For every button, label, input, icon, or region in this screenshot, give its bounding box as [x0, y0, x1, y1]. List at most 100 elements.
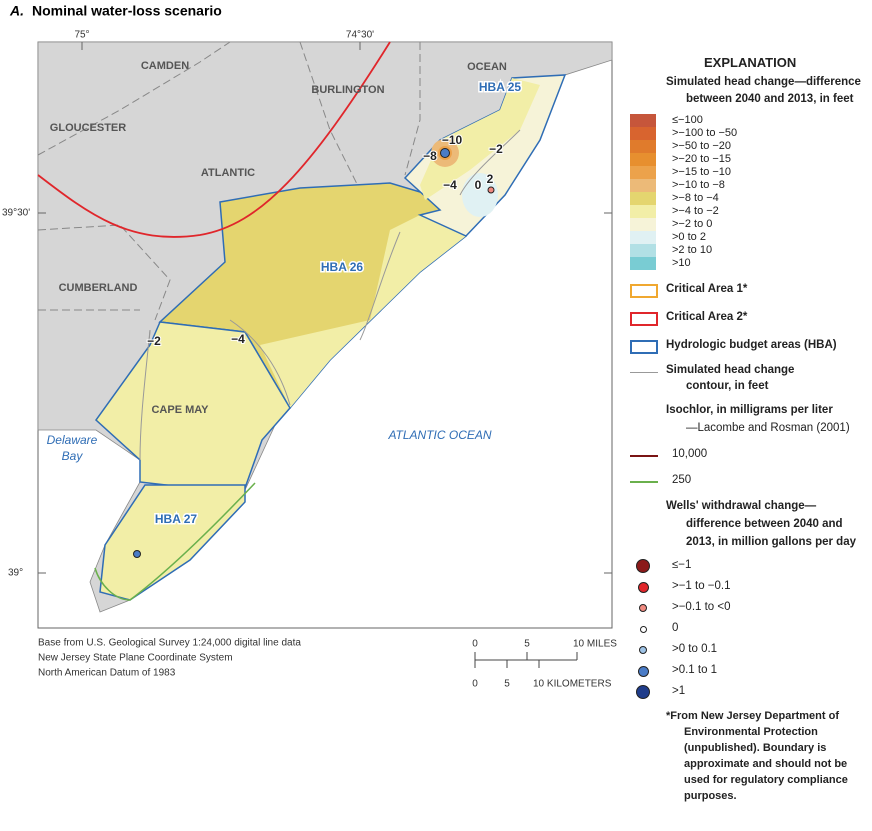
source-line: New Jersey State Plane Coordinate System — [38, 653, 233, 664]
well — [133, 550, 141, 558]
contours — [139, 129, 521, 461]
water-label: Bay — [62, 449, 84, 463]
hba-27 — [99, 484, 246, 601]
legend-heading: Simulated head change—difference — [666, 76, 861, 88]
panel-letter: A. — [9, 3, 24, 19]
hba-label: HBA 27 — [155, 512, 198, 526]
hba-label: HBA 26 — [321, 260, 364, 274]
swatch — [630, 127, 656, 140]
contour-line — [630, 372, 658, 373]
well-symbol — [637, 665, 649, 677]
rise-zone — [462, 173, 498, 217]
legend-label: Critical Area 1* — [666, 283, 748, 295]
hba-label: HBA 25 — [479, 80, 522, 94]
title: Nominal water-loss scenario — [32, 3, 222, 19]
contour-label: −4 — [443, 178, 457, 192]
swatch — [630, 114, 656, 127]
swatch — [630, 231, 656, 244]
legend-heading: Isochlor, in milligrams per liter — [666, 404, 833, 416]
footnote: (unpublished). Boundary is — [684, 742, 827, 754]
isochlor-line — [630, 481, 658, 483]
swatch — [630, 166, 656, 179]
legend-label: >−8 to −4 — [672, 192, 719, 204]
legend-heading: 2013, in million gallons per day — [686, 536, 856, 548]
legend-label: >−4 to −2 — [672, 205, 719, 217]
water-label: Delaware — [47, 433, 98, 447]
swatch — [630, 153, 656, 166]
scale-bar — [474, 652, 578, 668]
area-swatch — [630, 312, 658, 326]
well-symbol — [636, 559, 650, 573]
well — [440, 148, 450, 158]
county-label: ATLANTIC — [201, 167, 255, 179]
legend-label: >1 — [672, 685, 686, 697]
footnote: purposes. — [684, 790, 737, 802]
contour-label: −2 — [147, 334, 161, 348]
isochlor-250 — [94, 482, 256, 601]
county-label: CAMDEN — [141, 60, 189, 72]
legend-label: Simulated head change — [666, 364, 795, 376]
county-label: OCEAN — [467, 61, 507, 73]
legend-label: >−20 to −15 — [672, 153, 732, 165]
footnote: Environmental Protection — [684, 726, 818, 738]
area-swatch — [630, 340, 658, 354]
legend-label: >10 — [672, 257, 691, 269]
legend-label: >−2 to 0 — [672, 218, 713, 230]
source-line: Base from U.S. Geological Survey 1:24,00… — [38, 638, 301, 649]
legend-label: >0 to 0.1 — [672, 643, 718, 655]
scale-label: 10 MILES — [573, 639, 617, 650]
well — [487, 186, 495, 194]
legend-label: >0.1 to 1 — [672, 664, 718, 676]
legend-heading: difference between 2040 and — [686, 518, 843, 530]
swatch — [630, 244, 656, 257]
legend-label: contour, in feet — [686, 380, 769, 392]
contour-label: −8 — [423, 149, 437, 163]
swatch — [630, 179, 656, 192]
well-symbol — [639, 646, 647, 654]
legend-label: >−10 to −8 — [672, 179, 725, 191]
water-label: ATLANTIC OCEAN — [387, 428, 491, 442]
contour-label: −4 — [231, 332, 245, 346]
county-label: BURLINGTON — [311, 84, 384, 96]
legend-label: >2 to 10 — [672, 244, 713, 256]
legend-heading: between 2040 and 2013, in feet — [686, 93, 854, 105]
legend-label: Critical Area 2* — [666, 311, 748, 323]
legend-label: ≤−1 — [672, 559, 692, 571]
county-label: CUMBERLAND — [59, 282, 138, 294]
swatch — [630, 192, 656, 205]
legend-label: >−100 to −50 — [672, 127, 738, 139]
scale-label: 5 — [524, 639, 530, 650]
legend-title: EXPLANATION — [704, 55, 797, 70]
footnote: approximate and should not be — [684, 758, 848, 770]
legend-label: 0 — [672, 622, 679, 634]
swatch — [630, 205, 656, 218]
isochlor-line — [630, 455, 658, 457]
critical-area-2 — [37, 41, 391, 238]
scale-label: 0 — [472, 639, 478, 650]
legend-label: >−1 to −0.1 — [672, 580, 731, 592]
lat-label: 39°30' — [2, 208, 30, 219]
lat-label: 39° — [8, 568, 23, 579]
well-symbol — [637, 581, 649, 593]
graticule-ticks — [38, 42, 612, 574]
contour-label: −10 — [442, 133, 463, 147]
swatch — [630, 257, 656, 270]
county-label: GLOUCESTER — [50, 122, 126, 134]
scale-label: 5 — [504, 679, 510, 690]
well-symbol — [639, 604, 647, 612]
legend-label: >−0.1 to <0 — [672, 601, 731, 613]
area-swatch — [630, 284, 658, 298]
legend-label: 250 — [672, 474, 692, 486]
footnote: *From New Jersey Department of — [666, 710, 839, 722]
legend-label: 10,000 — [672, 448, 708, 460]
legend-label: >−15 to −10 — [672, 166, 732, 178]
scale-label: 10 KILOMETERS — [533, 679, 612, 690]
swatch — [630, 218, 656, 231]
contour-label: 2 — [487, 172, 494, 186]
swatch — [630, 140, 656, 153]
hba-25-inner — [420, 78, 540, 200]
contour-label: 0 — [475, 178, 482, 192]
well-symbol — [639, 625, 647, 633]
